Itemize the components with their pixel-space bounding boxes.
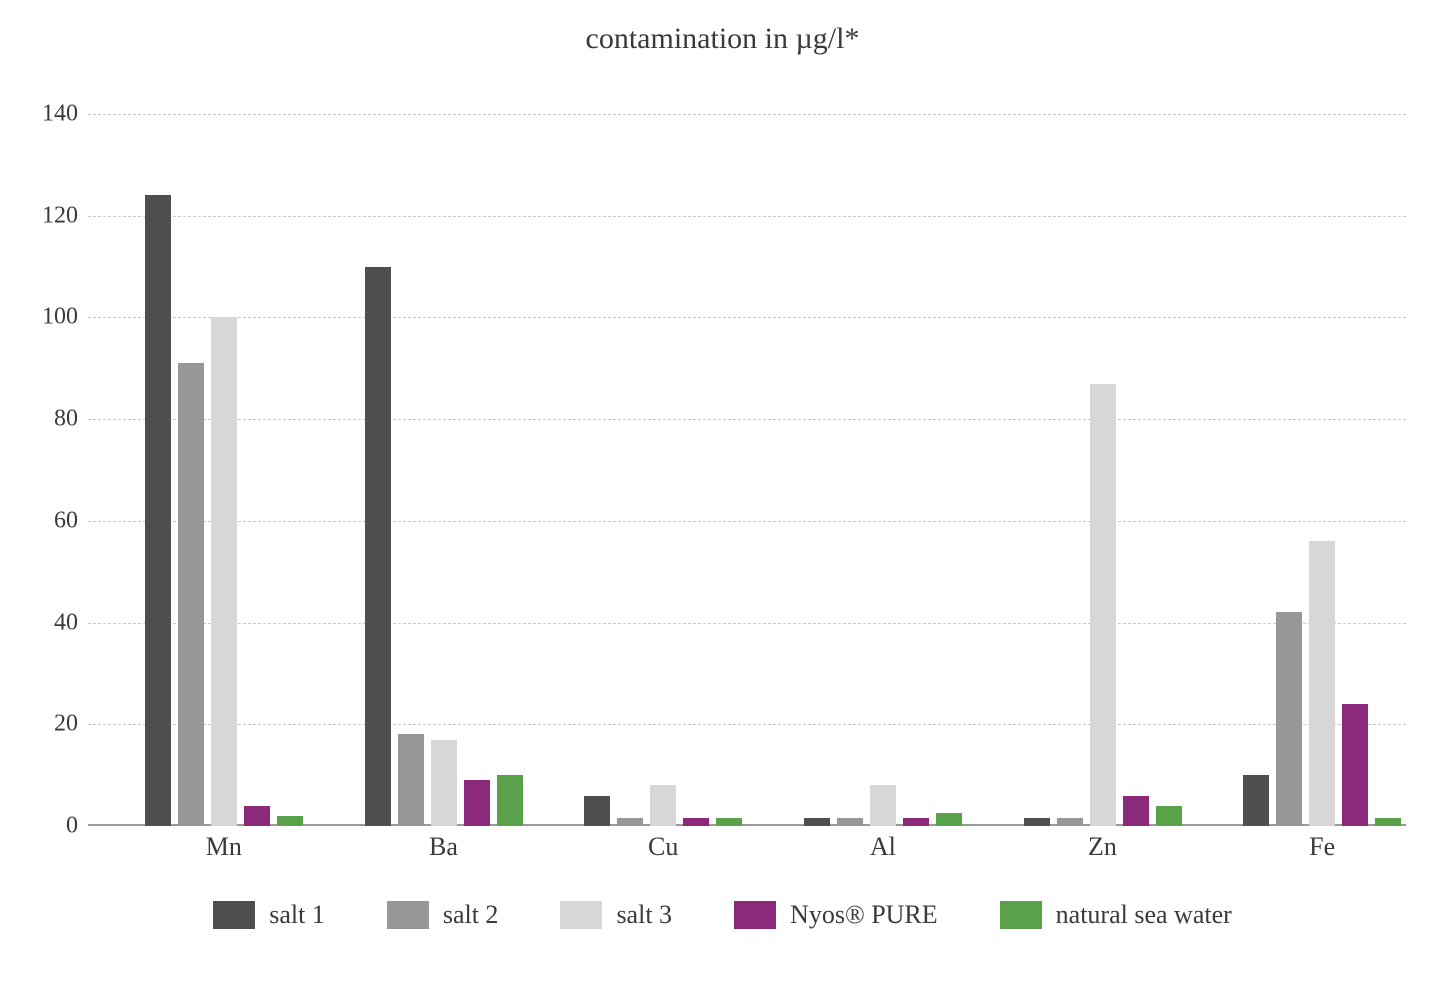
x-tick-label-Ba: Ba [429, 832, 458, 862]
bar-Fe-nyos [1342, 704, 1368, 826]
legend-item-nyos: Nyos® PURE [734, 900, 938, 930]
bar-Fe-salt3 [1309, 541, 1335, 826]
gridline [88, 724, 1406, 725]
legend-item-salt2: salt 2 [387, 900, 499, 930]
bar-Cu-salt2 [617, 818, 643, 826]
gridline [88, 521, 1406, 522]
bar-Fe-nsw [1375, 818, 1401, 826]
legend-label-salt2: salt 2 [443, 900, 499, 930]
bar-Zn-salt1 [1024, 818, 1050, 826]
bar-Cu-salt1 [584, 796, 610, 827]
bar-Ba-nyos [464, 780, 490, 826]
bar-Mn-salt2 [178, 363, 204, 826]
y-tick-label: 60 [8, 507, 78, 534]
bar-Ba-salt3 [431, 740, 457, 826]
legend-label-salt1: salt 1 [269, 900, 325, 930]
y-tick-label: 120 [8, 202, 78, 229]
gridline [88, 216, 1406, 217]
bar-Al-nsw [936, 813, 962, 826]
x-tick-label-Cu: Cu [648, 832, 678, 862]
bar-Cu-nsw [716, 818, 742, 826]
bar-Mn-nyos [244, 806, 270, 826]
bar-Zn-nyos [1123, 796, 1149, 827]
bar-Mn-salt3 [211, 317, 237, 826]
bar-Fe-salt1 [1243, 775, 1269, 826]
legend-label-nyos: Nyos® PURE [790, 900, 938, 930]
legend-label-salt3: salt 3 [616, 900, 672, 930]
bar-Al-salt1 [804, 818, 830, 826]
plot-area: 020406080100120140MnBaCuAlZnFe [88, 114, 1406, 826]
bar-Mn-nsw [277, 816, 303, 826]
legend-swatch-salt1 [213, 901, 255, 929]
bar-Al-nyos [903, 818, 929, 826]
bar-Ba-salt2 [398, 734, 424, 826]
x-tick-label-Mn: Mn [206, 832, 242, 862]
legend-swatch-nsw [1000, 901, 1042, 929]
bar-Mn-salt1 [145, 195, 171, 826]
x-tick-label-Zn: Zn [1088, 832, 1117, 862]
y-tick-label: 100 [8, 304, 78, 331]
legend-swatch-salt3 [560, 901, 602, 929]
legend-item-nsw: natural sea water [1000, 900, 1232, 930]
x-tick-label-Fe: Fe [1309, 832, 1335, 862]
bar-Al-salt2 [837, 818, 863, 826]
x-tick-label-Al: Al [870, 832, 896, 862]
gridline [88, 419, 1406, 420]
bar-Cu-salt3 [650, 785, 676, 826]
y-tick-label: 0 [8, 813, 78, 840]
bar-Zn-nsw [1156, 806, 1182, 826]
legend-item-salt1: salt 1 [213, 900, 325, 930]
legend-label-nsw: natural sea water [1056, 900, 1232, 930]
chart-title: contamination in µg/l* [0, 22, 1445, 56]
gridline [88, 114, 1406, 115]
bar-Zn-salt3 [1090, 384, 1116, 826]
bar-Ba-salt1 [365, 267, 391, 826]
y-tick-label: 80 [8, 406, 78, 433]
bar-Zn-salt2 [1057, 818, 1083, 826]
bar-Cu-nyos [683, 818, 709, 826]
bar-Al-salt3 [870, 785, 896, 826]
gridline [88, 317, 1406, 318]
legend-swatch-nyos [734, 901, 776, 929]
legend-swatch-salt2 [387, 901, 429, 929]
legend-item-salt3: salt 3 [560, 900, 672, 930]
gridline [88, 623, 1406, 624]
legend: salt 1 salt 2 salt 3 Nyos® PURE natural sea … [0, 900, 1445, 930]
y-tick-label: 40 [8, 609, 78, 636]
y-tick-label: 140 [8, 101, 78, 128]
chart-container: contamination in µg/l* 02040608010012014… [0, 0, 1445, 992]
y-tick-label: 20 [8, 711, 78, 738]
bar-Ba-nsw [497, 775, 523, 826]
bar-Fe-salt2 [1276, 612, 1302, 826]
